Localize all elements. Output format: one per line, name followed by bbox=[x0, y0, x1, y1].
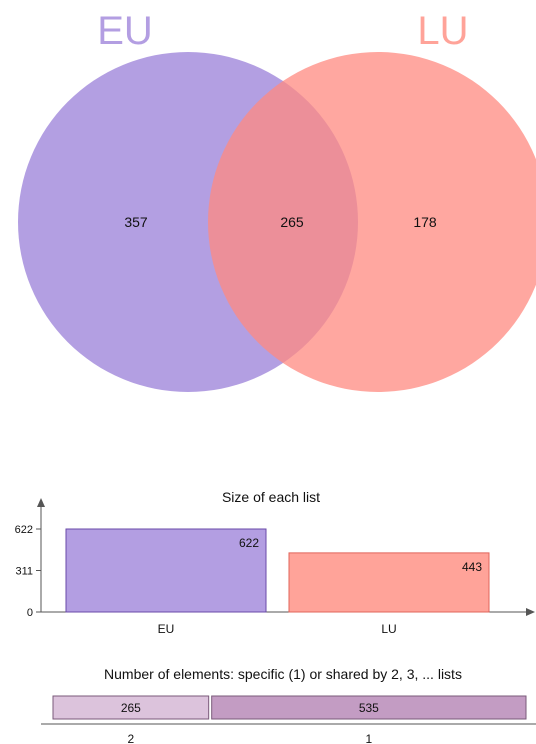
shared-segment-1 bbox=[211, 695, 527, 720]
size-bar-category-label: LU bbox=[381, 622, 396, 636]
size-bar-lu bbox=[288, 552, 490, 613]
size-chart-title: Size of each list bbox=[222, 489, 320, 505]
venn-diagram: EU LU 357 265 178 bbox=[18, 9, 536, 392]
venn-set-label-eu: EU bbox=[97, 9, 153, 53]
shared-elements-chart: Number of elements: specific (1) or shar… bbox=[41, 666, 536, 744]
venn-circle-lu bbox=[208, 52, 536, 392]
venn-set-label-lu: LU bbox=[417, 9, 468, 53]
size-y-ticks: 0 311 622 bbox=[15, 524, 41, 619]
size-bar-value-label: 622 bbox=[239, 536, 259, 550]
venn-count-eu-only: 357 bbox=[124, 214, 148, 230]
size-bar-value-label: 443 bbox=[462, 560, 482, 574]
size-y-tick-label: 311 bbox=[15, 566, 33, 578]
size-bar-category-label: EU bbox=[158, 622, 175, 636]
size-bar-eu bbox=[65, 528, 267, 613]
shared-segments: 265 2 535 1 bbox=[52, 695, 527, 744]
shared-segment-category: 1 bbox=[366, 732, 373, 744]
venn-count-intersection: 265 bbox=[280, 214, 304, 230]
shared-segment-category: 2 bbox=[128, 732, 135, 744]
size-bar-chart: Size of each list 622 EU 443 LU 0 311 622 bbox=[15, 489, 535, 636]
shared-segment-value: 265 bbox=[121, 701, 141, 715]
shared-segment-value: 535 bbox=[359, 701, 379, 715]
shared-chart-title: Number of elements: specific (1) or shar… bbox=[104, 666, 462, 682]
size-y-tick-label: 0 bbox=[27, 607, 33, 619]
size-bars: 622 EU 443 LU bbox=[65, 528, 490, 636]
shared-segment-2 bbox=[52, 695, 210, 720]
size-y-tick-label: 622 bbox=[15, 524, 33, 536]
venn-count-lu-only: 178 bbox=[413, 214, 437, 230]
